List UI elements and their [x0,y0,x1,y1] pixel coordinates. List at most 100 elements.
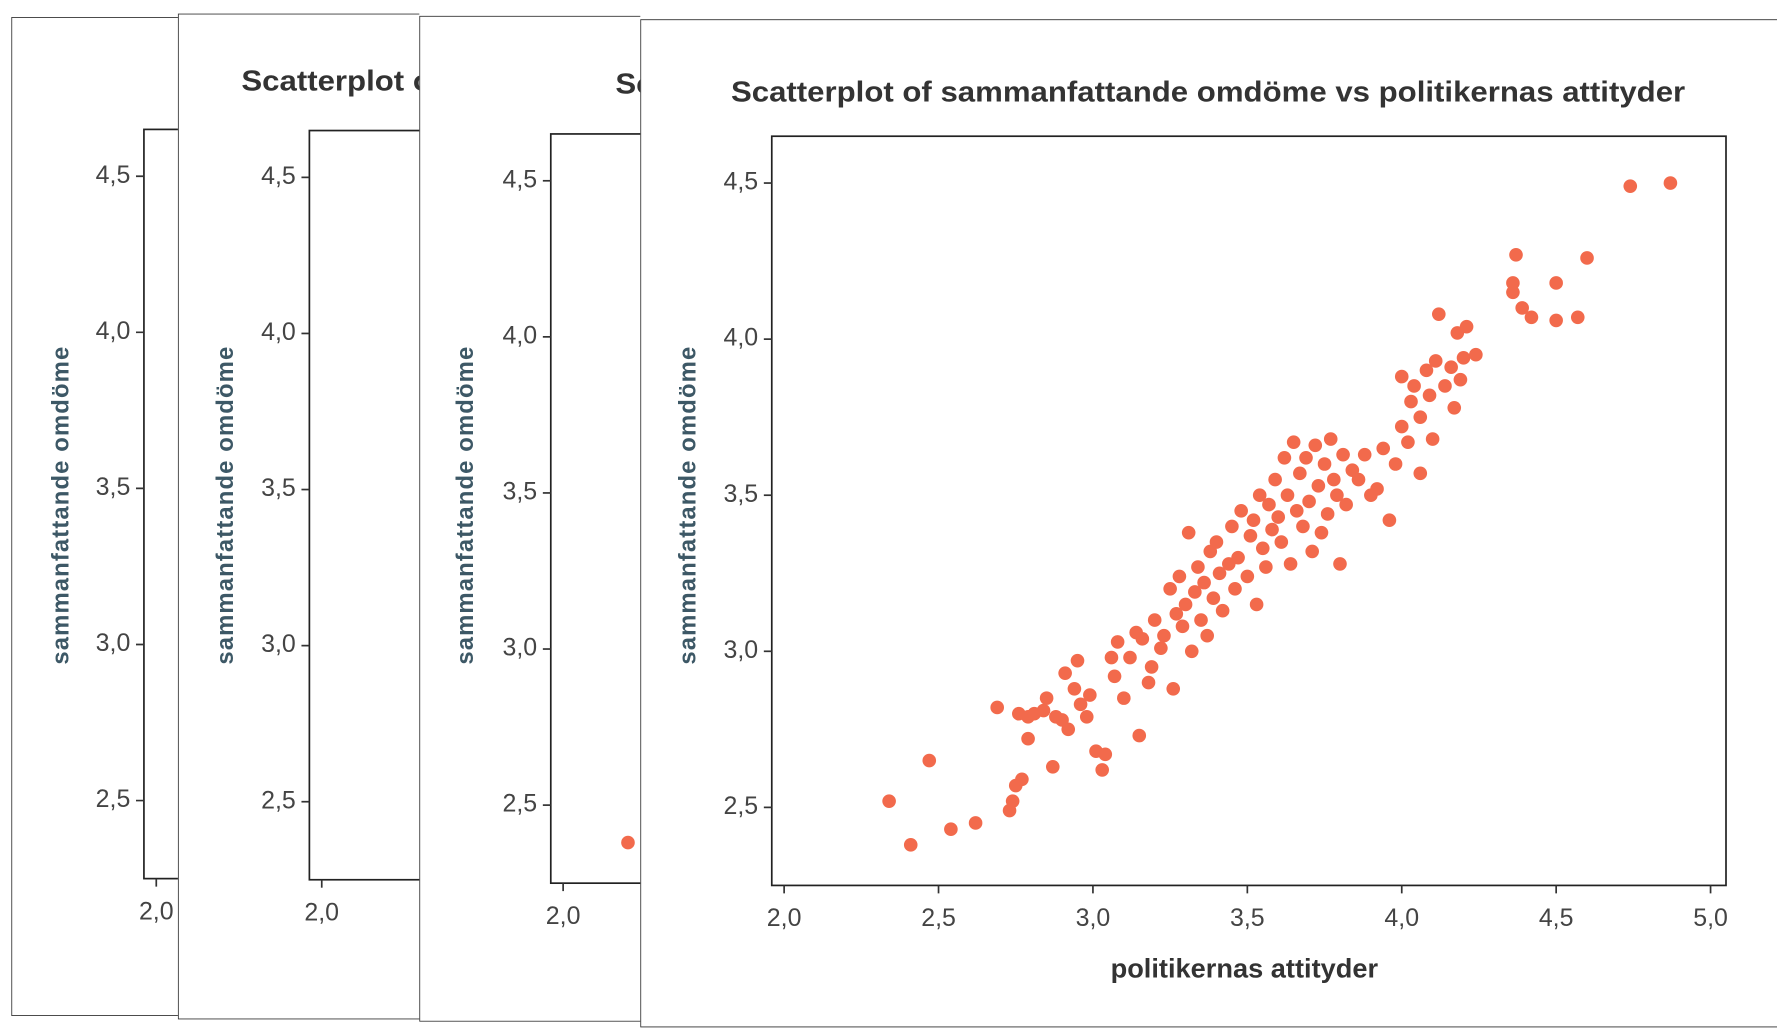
point [1255,541,1270,556]
point [1327,472,1341,487]
point [1394,419,1409,434]
point [1021,731,1035,746]
point [1005,794,1020,808]
point [1339,497,1353,512]
y-axis-label: sammanfattande omdöme [674,346,701,665]
y-tick-label: 4,5 [724,168,759,196]
y-tick-label: 3,0 [503,634,538,662]
point [1234,504,1248,518]
y-tick-label: 3,5 [503,478,538,506]
point [1422,388,1437,403]
point [1123,650,1137,665]
point [1039,691,1054,705]
point [1194,613,1208,627]
point [1067,681,1082,696]
point [1259,560,1273,574]
point [1188,585,1202,599]
point [1271,510,1286,524]
point [1070,653,1085,668]
point [1225,519,1239,534]
point [1407,379,1421,393]
point [1274,535,1289,549]
point [1265,522,1279,537]
point [1580,251,1594,265]
chart-title: Scatterplot of sammanfattande omdöme vs … [731,77,1685,109]
y-tick-label: 4,0 [261,318,296,346]
point [1240,569,1255,584]
point [1413,410,1428,424]
y-axis-label: sammanfattande omdöme [48,346,75,665]
y-tick-label: 4,5 [261,162,296,190]
point [1286,435,1301,449]
point [1333,557,1347,571]
point [990,700,1005,715]
point [1432,307,1446,321]
y-tick-label: 3,0 [724,636,759,664]
point [1283,557,1298,571]
point [1302,494,1316,509]
window-background [419,15,641,1022]
window-background [11,17,178,1016]
point [1305,544,1319,559]
point [1228,582,1242,596]
chart-title: Scatterplot of sammanfattande omdöme vs … [615,69,1569,101]
point [1401,435,1415,449]
y-tick-label: 3,5 [724,480,759,508]
y-tick-label: 2,5 [96,785,131,813]
y-tick-label: 2,5 [261,786,296,814]
point [1388,457,1403,471]
window: sammanfattande omdöme 2,5 3,0 3,5 4,0 4,5 2,0 [11,17,178,1016]
point [1419,363,1434,378]
point [1095,763,1110,777]
point [1311,479,1326,493]
point [1166,681,1181,696]
point [1172,569,1187,584]
point [1370,482,1384,496]
point [1243,528,1258,543]
point [1117,691,1131,705]
plot-frame [308,129,420,881]
y-tick-label: 4,0 [503,321,538,349]
chart-title: Scatterplot of sammanfattande omdöme vs … [241,65,1195,97]
y-tick-label: 3,5 [96,473,131,501]
point [1296,519,1310,534]
point [1045,759,1060,774]
point [1157,628,1171,643]
point [1252,488,1267,503]
point [1231,550,1245,565]
point [1524,310,1539,325]
point [1163,582,1177,596]
window-background [640,19,1777,1028]
point [1073,697,1088,712]
point [1215,603,1230,618]
y-tick-label: 2,5 [724,792,759,820]
point [1453,372,1468,387]
point [1036,703,1051,718]
x-tick-label: 2,0 [139,897,174,925]
point [1289,504,1304,518]
y-tick-label: 4,5 [96,161,131,189]
point [1262,497,1276,512]
point [1212,566,1227,581]
x-tick-label: 2,0 [767,904,802,932]
point [1144,660,1159,674]
point [1506,276,1520,290]
point [1268,472,1282,487]
point [1394,369,1409,384]
y-axis-label: sammanfattande omdöme [212,346,239,665]
point [968,816,983,830]
x-tick-label: 3,0 [1076,904,1111,932]
point [1376,441,1391,456]
point [1314,525,1329,540]
x-tick-label: 2,5 [921,904,956,932]
window: Scatterplot of sammanfattande omdöme vs … [177,13,1195,1020]
point [1061,722,1076,737]
point [1277,450,1292,465]
window: Scatterplot of sammanfattande omdöme vs … [640,19,1777,1028]
plot-frame [143,128,178,880]
point [1623,179,1638,193]
point [1293,466,1307,481]
y-tick-label: 2,5 [503,790,538,818]
